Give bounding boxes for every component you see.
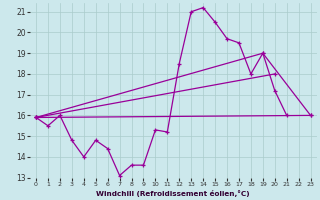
X-axis label: Windchill (Refroidissement éolien,°C): Windchill (Refroidissement éolien,°C) bbox=[97, 190, 250, 197]
